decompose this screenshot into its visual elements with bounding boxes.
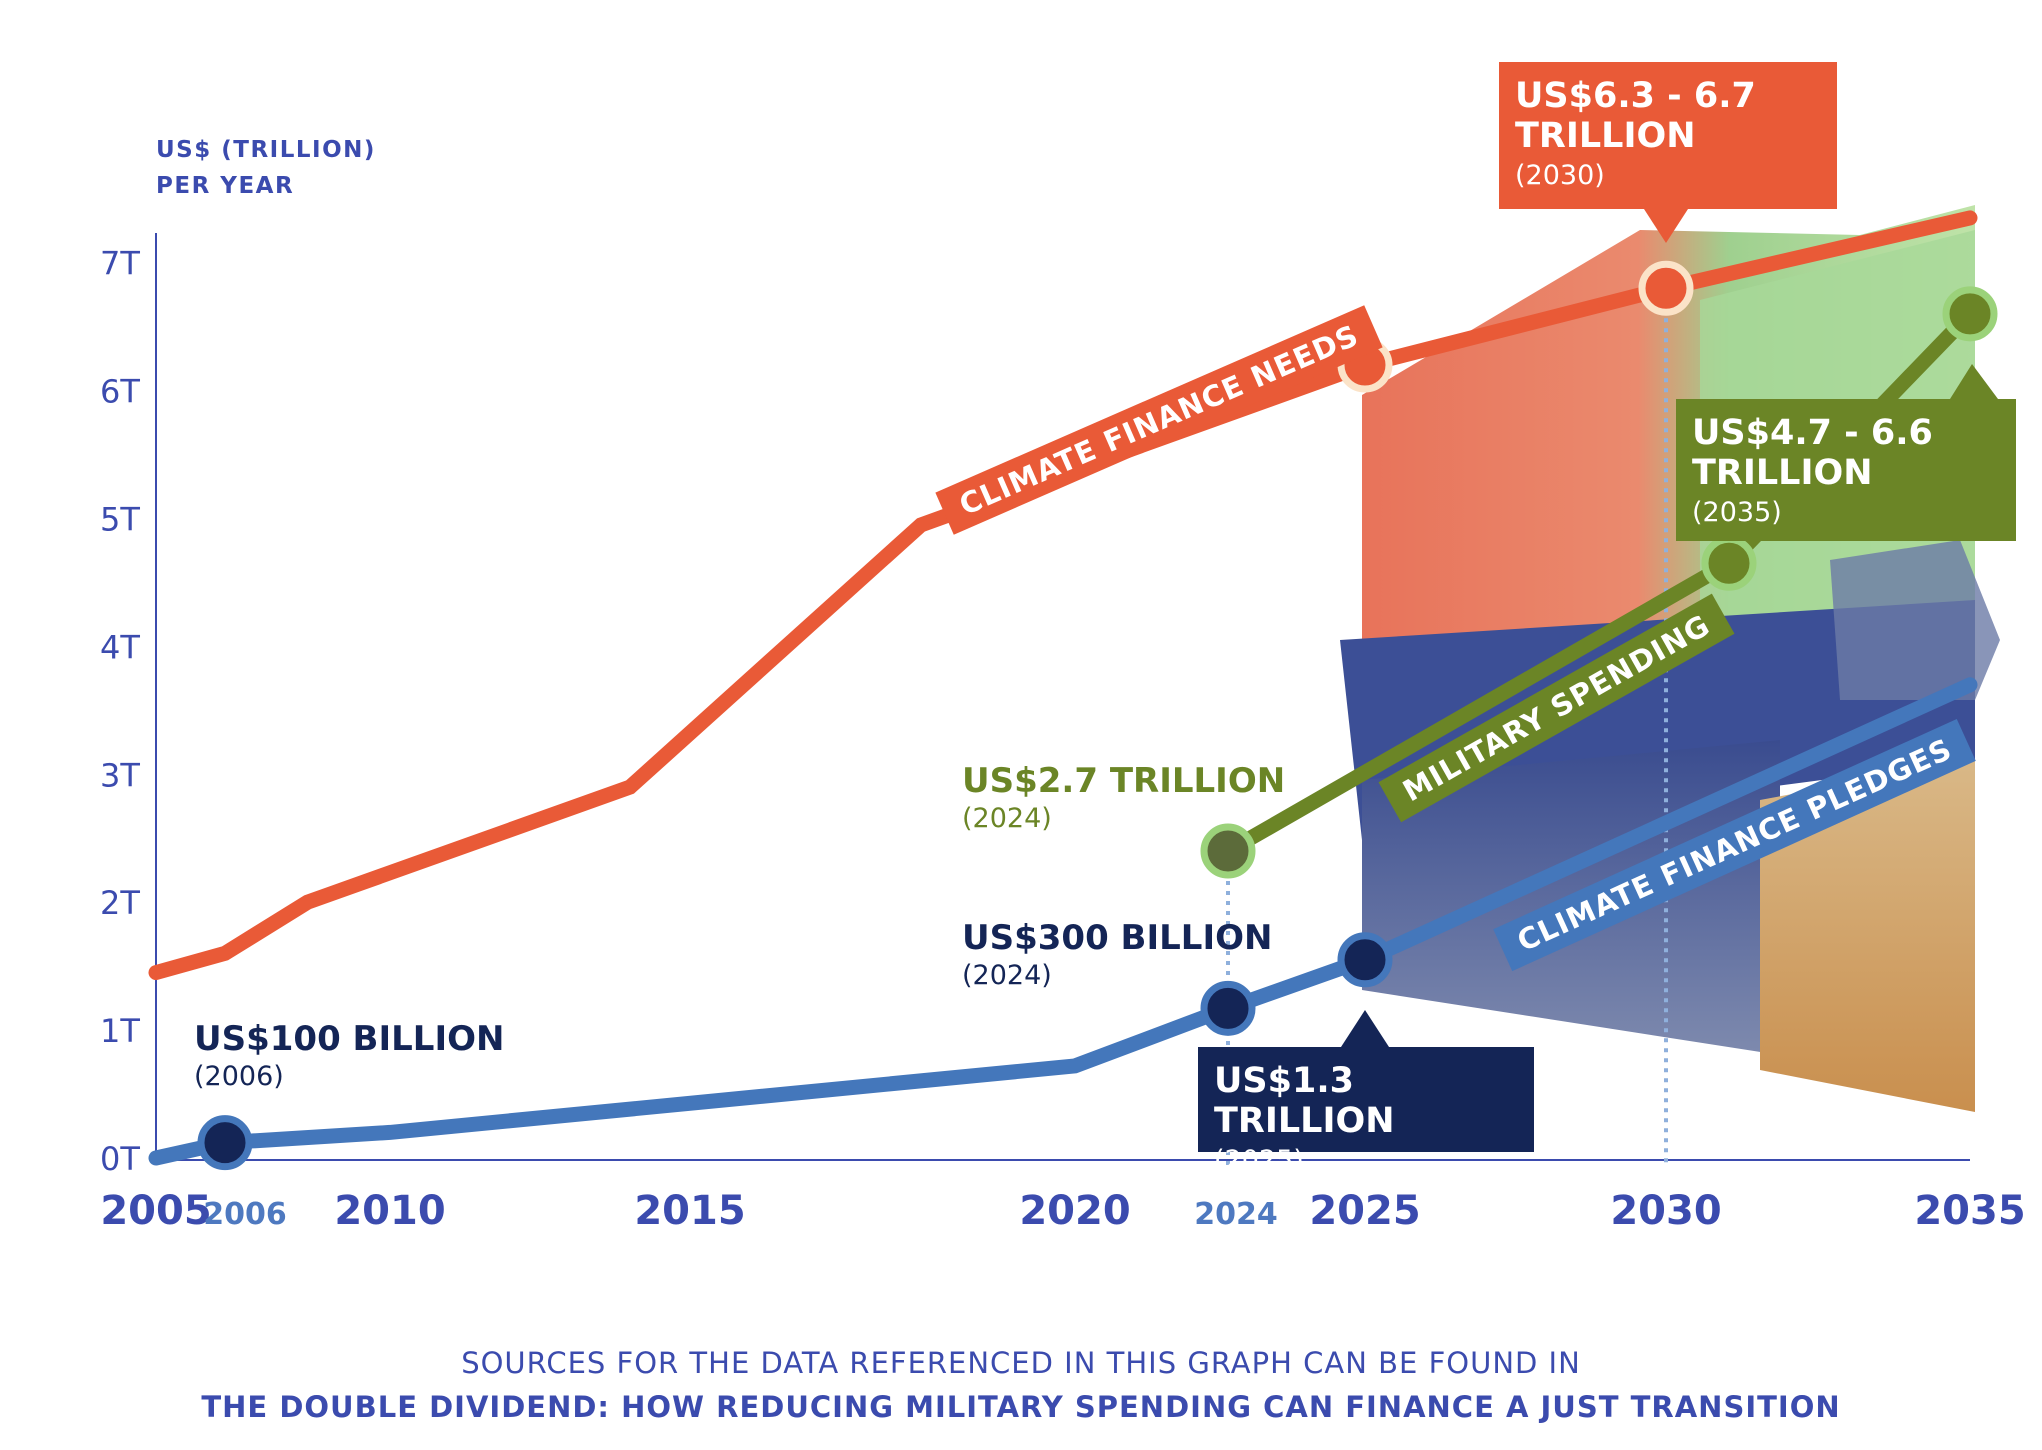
y-tick-label: 4T	[100, 628, 140, 666]
data-point-pledges	[197, 1115, 253, 1171]
y-tick-label: 6T	[100, 373, 140, 411]
callout-military-2035: US$4.7 - 6.6 TRILLION (2035)	[1676, 399, 2016, 541]
data-point-military	[1942, 286, 1998, 342]
annotation-value: US$300 BILLION	[962, 918, 1273, 958]
callout-value: TRILLION	[1515, 116, 1696, 156]
annotation-year: (2024)	[962, 803, 1052, 834]
data-point-needs	[1638, 260, 1694, 316]
x-tick-label: 2035	[1914, 1188, 2025, 1234]
callout-pointer	[1341, 1010, 1389, 1047]
x-minor-tick-label: 2024	[1194, 1197, 1278, 1232]
callout-year: (2030)	[1515, 160, 1605, 191]
x-minor-tick-label: 2006	[203, 1197, 287, 1232]
callout-value: US$6.3 - 6.7	[1515, 76, 1756, 116]
y-axis-title-line2: PER YEAR	[156, 173, 295, 199]
annotation-value: US$2.7 TRILLION	[962, 761, 1286, 801]
y-tick-label: 1T	[100, 1012, 140, 1050]
data-point-pledges	[1200, 980, 1256, 1036]
annotation-pledges-2024: US$300 BILLION (2024)	[962, 919, 1272, 995]
annotation-value: US$100 BILLION	[194, 1019, 505, 1059]
x-tick-label: 2030	[1610, 1188, 1721, 1234]
callout-pointer	[1950, 364, 1998, 399]
x-tick-label: 2015	[634, 1188, 745, 1234]
x-tick-label: 2010	[334, 1188, 445, 1234]
annotation-pledges-2006: US$100 BILLION (2006)	[194, 1020, 504, 1096]
callout-year: (2025)	[1214, 1145, 1304, 1176]
footer-sources: SOURCES FOR THE DATA REFERENCED IN THIS …	[461, 1346, 1581, 1380]
annotation-military-2024: US$2.7 TRILLION (2024)	[962, 762, 1285, 838]
y-tick-label: 0T	[100, 1140, 140, 1178]
series-line-needs	[148, 210, 1978, 981]
y-tick-label: 5T	[100, 501, 140, 539]
collage-smoke	[1830, 540, 2000, 700]
callout-value: US$1.3 TRILLION	[1214, 1061, 1395, 1141]
callout-needs-2030: US$6.3 - 6.7 TRILLION (2030)	[1499, 62, 1837, 209]
y-tick-label: 7T	[100, 245, 140, 283]
x-tick-label: 2025	[1309, 1188, 1420, 1234]
x-tick-label: 2005	[100, 1188, 211, 1234]
callout-value: US$4.7 - 6.6	[1692, 413, 1933, 453]
data-point-military	[1701, 535, 1757, 591]
footer-report-title[interactable]: THE DOUBLE DIVIDEND: HOW REDUCING MILITA…	[201, 1390, 1841, 1424]
y-axis-title-line1: US$ (TRILLION)	[156, 137, 376, 163]
annotation-year: (2006)	[194, 1061, 284, 1092]
collage-drought	[1760, 760, 1975, 1112]
data-point-military	[1200, 823, 1256, 879]
data-point-pledges	[1337, 932, 1393, 988]
x-tick-label: 2020	[1019, 1188, 1130, 1234]
y-tick-label: 2T	[100, 884, 140, 922]
annotation-year: (2024)	[962, 960, 1052, 991]
callout-year: (2035)	[1692, 497, 1782, 528]
y-axis-title: US$ (TRILLION) PER YEAR	[156, 132, 376, 204]
callout-pointer	[1644, 209, 1688, 243]
callout-pledges-2025: US$1.3 TRILLION (2025)	[1198, 1047, 1534, 1176]
callout-value: TRILLION	[1692, 453, 1873, 493]
y-tick-label: 3T	[100, 756, 140, 794]
